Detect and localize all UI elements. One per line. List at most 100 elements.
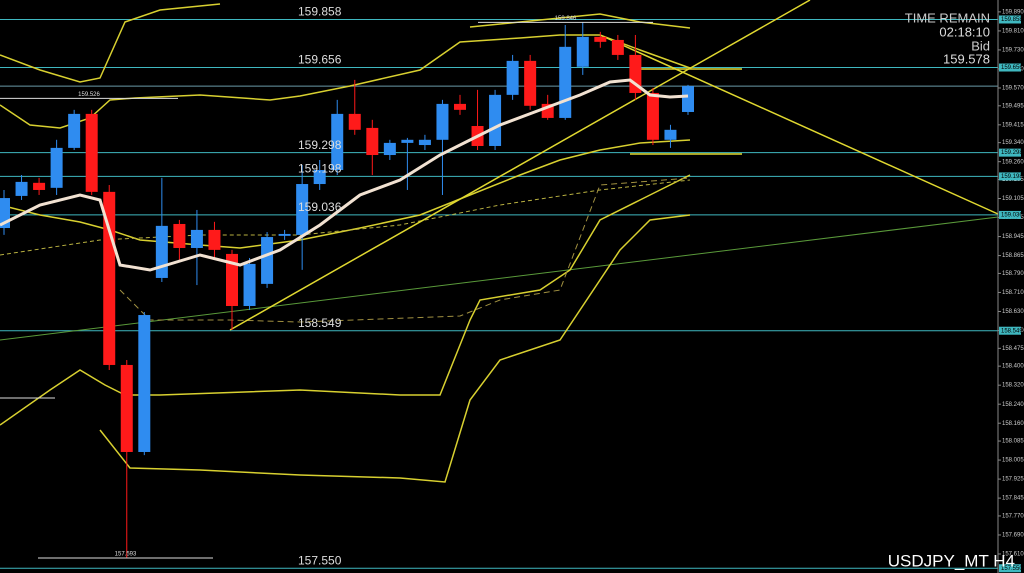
level-label: 159.198 (298, 162, 342, 176)
candle-body (278, 233, 291, 236)
level-tag-label: 157.550 (1001, 566, 1023, 572)
chart-title: USDJPY_MT H4 (888, 551, 1015, 570)
candle-body (226, 253, 238, 306)
level-label: 159.298 (298, 138, 342, 152)
candle-body (208, 229, 221, 250)
level-label: 157.550 (298, 553, 342, 567)
y-tick-label: 158.085 (1002, 439, 1024, 445)
lower-band (99, 214, 691, 483)
candle-body (489, 94, 502, 146)
moving-average (0, 78, 689, 272)
level-tag (999, 564, 1021, 573)
level-label: 159.036 (298, 200, 342, 214)
y-tick-label: 158.320 (1002, 383, 1024, 389)
y-tick-label: 158.865 (1002, 253, 1024, 259)
y-tick-label: 159.415 (1002, 122, 1024, 128)
candle-body (190, 229, 203, 248)
level-tag (999, 326, 1021, 335)
level-tag (999, 15, 1021, 24)
level-tag (999, 148, 1021, 157)
marker-label: 159.526 (78, 92, 100, 98)
candle-body (0, 198, 10, 229)
marker-label: 159.846 (555, 16, 577, 22)
level-label: 159.656 (298, 53, 342, 67)
price-axis: 159.890159.810159.730159.650159.570159.4… (998, 9, 1024, 573)
candle-body (33, 182, 46, 190)
y-tick-label: 158.160 (1002, 421, 1024, 427)
y-tick-label: 157.690 (1002, 533, 1024, 539)
candle-body (296, 184, 309, 235)
y-tick-label: 158.630 (1002, 309, 1024, 315)
candle-body (243, 263, 256, 306)
marker-label: 157.593 (115, 552, 137, 558)
candle-body (348, 113, 361, 130)
overlay: 159.858 159.656 159.298 159.198 159.036 158.5… (0, 5, 653, 567)
level-segment (630, 68, 742, 155)
trend-line (229, 0, 811, 331)
lower-band (0, 174, 691, 426)
candle-body (594, 36, 607, 42)
level-label: 158.549 (298, 316, 342, 330)
level-tag (999, 63, 1021, 72)
indicators (0, 0, 999, 483)
y-tick-label: 158.945 (1002, 234, 1024, 240)
candle-body (646, 92, 659, 140)
y-tick-label: 158.005 (1002, 458, 1024, 464)
y-tick-label: 159.810 (1002, 28, 1024, 34)
level-tag (999, 172, 1021, 181)
candle-body (506, 60, 519, 95)
candle-body (682, 86, 694, 112)
bid-value: 159.578 (943, 51, 990, 66)
candle-body (261, 237, 274, 284)
candle-body (313, 169, 326, 185)
candle-body (611, 39, 624, 55)
ma-dashed (119, 177, 691, 323)
candle-body (85, 113, 98, 192)
level-label: 159.858 (298, 5, 342, 19)
candle-body (68, 113, 81, 148)
candle-body (366, 127, 379, 156)
level-tag-label: 159.036 (1001, 213, 1023, 219)
candle-body (173, 223, 186, 248)
level-tag-label: 159.858 (1001, 17, 1023, 23)
candle-body (138, 315, 151, 452)
y-tick-label: 159.495 (1002, 103, 1024, 109)
y-tick-label: 159.570 (1002, 86, 1024, 92)
y-tick-label: 157.770 (1002, 514, 1024, 520)
candle-body (454, 103, 466, 110)
y-tick-label: 159.730 (1002, 48, 1024, 54)
y-tick-label: 157.610 (1002, 552, 1024, 558)
y-tick-label: 159.890 (1002, 9, 1024, 15)
y-tick-label: 159.340 (1002, 140, 1024, 146)
candle-body (50, 147, 63, 188)
candle-body (576, 36, 589, 67)
candle-body (155, 225, 168, 278)
candle-body (418, 139, 431, 146)
candle-body (664, 129, 677, 140)
y-tick-label: 158.475 (1002, 346, 1024, 352)
y-tick-label: 158.790 (1002, 271, 1024, 277)
y-tick-label: 159.260 (1002, 159, 1024, 165)
candle-body (331, 113, 344, 170)
y-tick-label: 158.240 (1002, 402, 1024, 408)
trend-line (0, 216, 999, 341)
ma-dashed (0, 179, 691, 256)
level-tag-label: 159.298 (1001, 150, 1023, 156)
candle-body (15, 181, 28, 196)
level-tag-label: 158.549 (1001, 328, 1023, 334)
levels (0, 18, 998, 569)
candle-body (524, 60, 537, 106)
trend-line (599, 34, 999, 215)
candles (0, 22, 694, 559)
level-tag (999, 210, 1021, 219)
candle-body (120, 364, 133, 452)
y-tick-label: 157.845 (1002, 496, 1024, 502)
mid-band (0, 139, 691, 249)
candle-body (436, 103, 449, 140)
candle-body (383, 142, 396, 156)
level-tag-label: 159.198 (1001, 174, 1023, 180)
candle-body (401, 139, 414, 143)
time-remaining: 02:18:10 (939, 24, 990, 39)
